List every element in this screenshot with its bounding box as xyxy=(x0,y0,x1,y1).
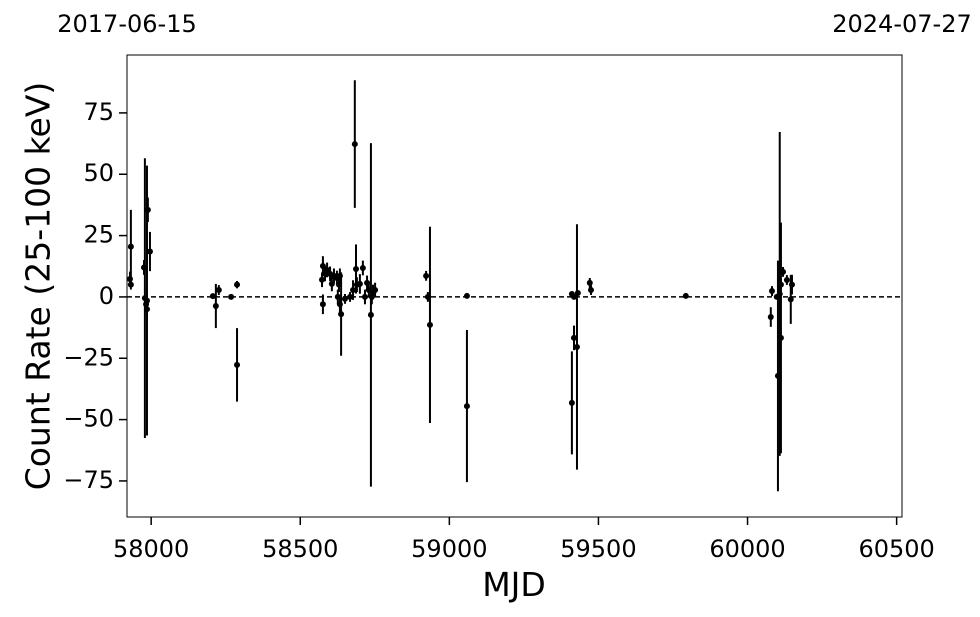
data-point xyxy=(212,302,219,309)
data-point xyxy=(423,272,430,279)
data-point xyxy=(463,292,470,299)
x-tick-label: 58500 xyxy=(262,535,338,563)
data-point xyxy=(209,293,216,300)
data-point xyxy=(367,311,374,318)
data-point xyxy=(215,287,222,294)
data-point xyxy=(127,281,134,288)
data-point xyxy=(426,321,433,328)
data-point xyxy=(463,403,470,410)
y-tick-label: −50 xyxy=(63,405,114,433)
data-point xyxy=(127,243,134,250)
data-point xyxy=(351,141,358,148)
data-point xyxy=(682,292,689,299)
top-date-label: 2017-06-15 xyxy=(57,10,196,38)
data-point xyxy=(783,276,790,283)
x-tick-label: 59000 xyxy=(411,535,487,563)
y-tick-label: 0 xyxy=(99,282,114,310)
data-point xyxy=(341,295,348,302)
y-axis-label: Count Rate (25-100 keV) xyxy=(19,82,58,491)
data-point xyxy=(319,301,326,308)
x-tick-label: 60000 xyxy=(709,535,785,563)
data-point xyxy=(350,287,357,294)
y-tick-label: −25 xyxy=(63,343,114,371)
data-point xyxy=(143,297,150,304)
data-point xyxy=(353,265,360,272)
data-point xyxy=(587,287,594,294)
data-point xyxy=(568,399,575,406)
data-point xyxy=(347,293,354,300)
data-point xyxy=(768,288,775,295)
top-date-label: 2024-07-27 xyxy=(832,10,971,38)
x-tick-label: 58000 xyxy=(113,535,189,563)
y-tick-label: 50 xyxy=(83,159,114,187)
x-tick-label: 60500 xyxy=(858,535,934,563)
data-point xyxy=(586,279,593,286)
data-point xyxy=(356,280,363,287)
data-point xyxy=(234,361,241,368)
data-point xyxy=(338,311,345,318)
data-point xyxy=(570,293,577,300)
data-point xyxy=(319,276,326,283)
data-point xyxy=(787,296,794,303)
data-point xyxy=(777,334,784,341)
data-point xyxy=(372,287,379,294)
y-tick-label: 75 xyxy=(83,98,114,126)
y-tick-label: 25 xyxy=(83,221,114,249)
data-point xyxy=(146,248,153,255)
data-point xyxy=(574,289,581,296)
data-point xyxy=(234,281,241,288)
data-point xyxy=(767,314,774,321)
y-tick-label: −75 xyxy=(63,466,114,494)
data-point xyxy=(788,281,795,288)
data-point xyxy=(228,293,235,300)
data-point xyxy=(573,343,580,350)
plot-frame xyxy=(126,54,903,518)
data-point xyxy=(570,334,577,341)
x-tick-label: 59500 xyxy=(560,535,636,563)
data-point xyxy=(144,206,151,213)
data-point xyxy=(143,306,150,313)
data-point xyxy=(359,264,366,271)
data-point xyxy=(361,293,368,300)
data-point xyxy=(780,268,787,275)
x-axis-label: MJD xyxy=(482,565,546,604)
